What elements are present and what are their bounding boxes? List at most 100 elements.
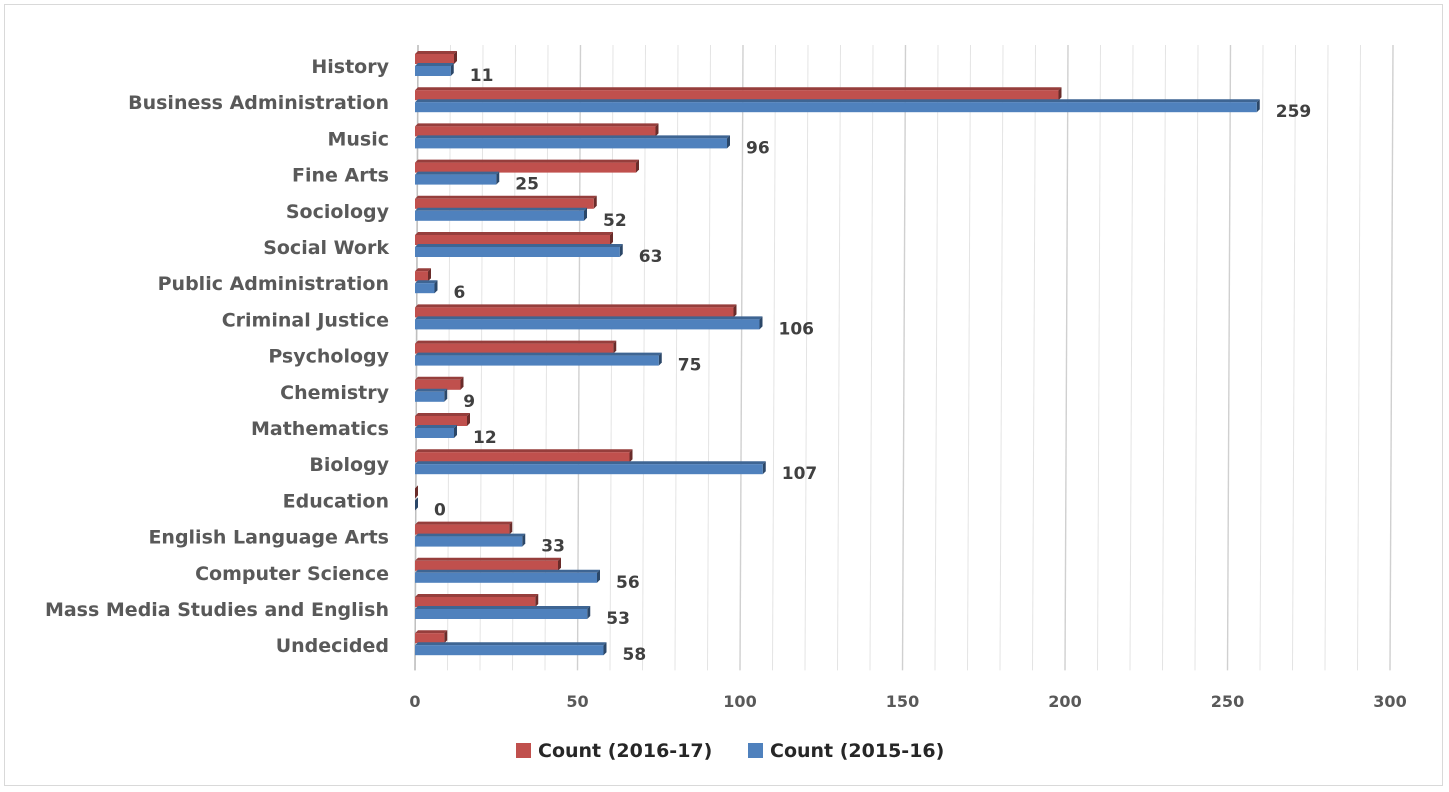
category-label: Business Administration (128, 92, 389, 114)
bar (415, 449, 633, 463)
bar (415, 207, 587, 221)
data-label: 106 (779, 319, 815, 339)
data-label: 0 (434, 500, 446, 520)
bar (415, 340, 617, 354)
x-axis-ticks: 0 50 100 150 200 250 300 (409, 692, 1406, 711)
minor-gridline (1129, 44, 1134, 671)
data-label: 9 (463, 392, 475, 412)
minor-gridline (1324, 44, 1329, 671)
bar (415, 485, 418, 499)
legend-item: Count (2016-17) (516, 740, 712, 762)
legend: Count (2016-17) Count (2015-16) (516, 740, 944, 762)
minor-gridline (707, 44, 711, 671)
data-label: 52 (603, 211, 627, 231)
minor-gridline (869, 44, 874, 671)
data-label: 56 (616, 573, 640, 593)
legend-swatch (516, 743, 531, 758)
category-labels: History Business Administration Music Fine … (45, 56, 390, 657)
minor-gridline (1194, 44, 1199, 671)
x-tick-label: 0 (409, 692, 420, 711)
bar (415, 521, 513, 535)
x-tick-label: 150 (886, 692, 919, 711)
x-tick-label: 100 (723, 692, 756, 711)
data-label: 259 (1276, 102, 1312, 122)
bar (415, 630, 448, 644)
bar (415, 171, 500, 185)
bar (415, 316, 763, 330)
minor-gridline (1357, 44, 1361, 671)
bar (415, 123, 659, 137)
bar (415, 461, 766, 475)
major-gridline (1389, 44, 1394, 671)
data-label: 11 (470, 66, 494, 86)
data-label: 12 (473, 428, 497, 448)
bar (415, 135, 730, 149)
minor-gridline (967, 44, 971, 671)
data-label: 107 (782, 464, 818, 484)
minor-gridline (1259, 44, 1264, 671)
bar (415, 280, 438, 294)
bar (415, 195, 597, 209)
minor-gridline (1097, 44, 1101, 671)
category-label: Psychology (268, 346, 389, 368)
minor-gridline (1292, 44, 1296, 671)
minor-gridline (999, 44, 1004, 671)
major-gridline (1226, 44, 1232, 671)
bar (415, 232, 613, 245)
category-label: Education (283, 490, 389, 512)
minor-gridline (934, 44, 939, 671)
data-label: 33 (541, 537, 565, 557)
category-label: Music (327, 128, 389, 150)
bar (415, 87, 1062, 101)
bar (415, 63, 454, 76)
minor-gridline (1032, 44, 1036, 671)
gridlines (414, 44, 1394, 671)
bar (415, 159, 639, 173)
bar (415, 51, 457, 64)
bar (415, 606, 591, 619)
x-tick-label: 200 (1048, 692, 1081, 711)
major-gridline (739, 44, 744, 671)
bar (415, 594, 539, 607)
bars (415, 51, 1260, 656)
category-label: Sociology (286, 201, 390, 223)
bar (415, 533, 526, 547)
category-label: Public Administration (158, 273, 389, 295)
bar-chart: History Business Administration Music Fine … (45, 44, 1407, 762)
chart-frame: History Business Administration Music Fine … (4, 4, 1443, 786)
data-label: 25 (515, 175, 539, 195)
bar (415, 99, 1260, 113)
category-label: Computer Science (195, 563, 389, 585)
data-label: 63 (639, 247, 663, 267)
legend-item: Count (2015-16) (748, 740, 944, 762)
bar (415, 497, 418, 511)
category-label: Undecided (276, 635, 389, 657)
bar (415, 569, 600, 583)
category-label: Social Work (263, 237, 389, 259)
bar (415, 642, 607, 656)
minor-gridline (1162, 44, 1166, 671)
category-label: Chemistry (280, 382, 389, 404)
minor-gridline (804, 44, 809, 671)
minor-gridline (772, 44, 776, 671)
category-label: Mathematics (251, 418, 389, 440)
bar (415, 244, 623, 257)
category-label: Criminal Justice (222, 309, 389, 331)
legend-label: Count (2015-16) (770, 740, 944, 762)
data-label: 6 (454, 283, 466, 303)
category-label: Fine Arts (292, 165, 389, 187)
bar (415, 388, 448, 402)
legend-swatch (748, 743, 763, 758)
major-gridline (1064, 44, 1069, 671)
data-labels: 11 259 96 25 52 63 6 106 75 9 12 107 0 33 56 53 58 (434, 66, 1311, 665)
data-label: 96 (746, 138, 770, 158)
data-label: 75 (678, 356, 702, 376)
minor-gridline (674, 44, 679, 671)
category-label: Biology (309, 454, 389, 476)
legend-label: Count (2016-17) (538, 740, 712, 762)
category-label: English Language Arts (148, 527, 389, 549)
bar (415, 413, 470, 426)
x-tick-label: 300 (1373, 692, 1406, 711)
bar (415, 352, 662, 366)
bar (415, 268, 431, 282)
